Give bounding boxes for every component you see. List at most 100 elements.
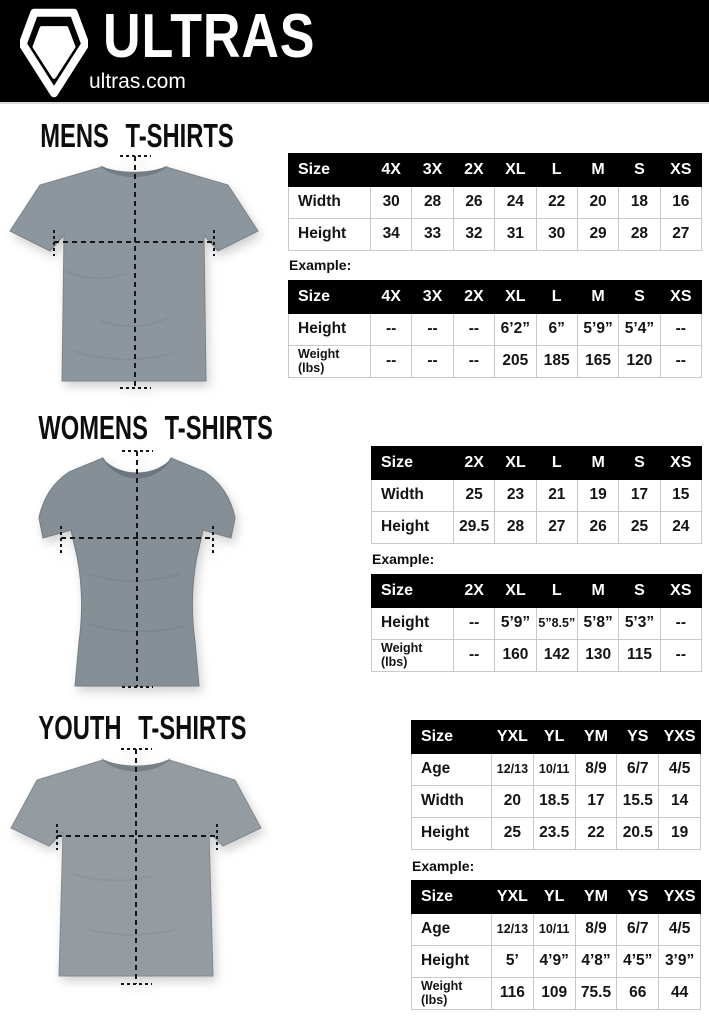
section-title-mens: MENS T-SHIRTS — [40, 117, 234, 154]
table-row: Age 12/13 10/11 8/9 6/7 4/5 — [411, 753, 701, 786]
table-row: Height -- -- -- 6’2” 6” 5’9” 5’4” -- — [288, 313, 703, 346]
cell-value: 5”8.5” — [535, 607, 578, 640]
cell-value: -- — [659, 345, 703, 378]
size-col-header: 2X — [452, 153, 496, 187]
cell-value: -- — [452, 345, 496, 378]
cell-value: 5’8” — [576, 607, 620, 640]
row-label: Weight (lbs) — [371, 639, 454, 672]
size-col-header: XL — [494, 153, 537, 187]
label-col-header: Size — [371, 446, 454, 480]
size-col-header: 3X — [411, 280, 454, 314]
cell-value: 75.5 — [574, 977, 618, 1010]
cell-value: 4/5 — [658, 913, 701, 946]
mens-example-table: Size 4X 3X 2X XL L M S XS Height -- -- -- 6’2” 6” 5’9” 5… — [288, 280, 703, 378]
cell-value: 165 — [576, 345, 620, 378]
table-header-row: Size YXL YL YM YS YXS — [411, 880, 701, 914]
cell-value: 20 — [491, 785, 534, 818]
cell-value: -- — [411, 345, 454, 378]
size-col-header: 2X — [452, 574, 496, 608]
cell-value: 6’2” — [494, 313, 537, 346]
youth-example-table: Size YXL YL YM YS YXS Age 12/13 10/11 8/9 6/7 4/5 He… — [411, 880, 701, 1010]
cell-value: 14 — [658, 785, 701, 818]
table-row: Height 25 23.5 22 20.5 19 — [411, 817, 701, 850]
size-col-header: XS — [659, 574, 703, 608]
womens-example-label: Example: — [372, 551, 435, 567]
row-label: Age — [411, 753, 492, 786]
cell-value: 27 — [659, 218, 703, 251]
cell-value: 8/9 — [574, 753, 618, 786]
size-col-header: 4X — [369, 280, 413, 314]
cell-value: 26 — [576, 511, 620, 544]
cell-value: 31 — [494, 218, 537, 251]
size-col-header: 3X — [411, 153, 454, 187]
cell-value: 16 — [659, 186, 703, 219]
cell-value: 6/7 — [616, 753, 660, 786]
size-col-header: YS — [616, 720, 660, 754]
header-bar: ULTRAS ultras.com — [0, 0, 709, 104]
cell-value: 18 — [618, 186, 661, 219]
cell-value: 5’9” — [494, 607, 537, 640]
row-label: Width — [371, 479, 454, 512]
cell-value: 8/9 — [574, 913, 618, 946]
brand-wordmark: ULTRAS — [103, 2, 316, 71]
cell-value: 15 — [659, 479, 703, 512]
cell-value: 24 — [494, 186, 537, 219]
mens-example-label: Example: — [289, 257, 352, 273]
size-col-header: YM — [574, 720, 618, 754]
cell-value: 6” — [535, 313, 578, 346]
size-col-header: XL — [494, 280, 537, 314]
row-label: Weight (lbs) — [288, 345, 371, 378]
cell-value: 205 — [494, 345, 537, 378]
row-label: Height — [411, 945, 492, 978]
cell-value: -- — [411, 313, 454, 346]
row-label: Height — [371, 607, 454, 640]
size-col-header: XS — [659, 153, 703, 187]
cell-value: 25 — [452, 479, 496, 512]
cell-value: 12/13 — [491, 753, 534, 786]
cell-value: 10/11 — [532, 913, 576, 946]
cell-value: 5’3” — [618, 607, 661, 640]
size-col-header: YM — [574, 880, 618, 914]
row-label: Width — [288, 186, 371, 219]
cell-value: 5’9” — [576, 313, 620, 346]
cell-value: -- — [659, 639, 703, 672]
cell-value: 160 — [494, 639, 537, 672]
size-col-header: 2X — [452, 280, 496, 314]
row-label: Age — [411, 913, 492, 946]
size-col-header: L — [535, 446, 578, 480]
cell-value: 6/7 — [616, 913, 660, 946]
section-title-womens: WOMENS T-SHIRTS — [38, 409, 273, 446]
cell-value: 4’8” — [574, 945, 618, 978]
label-col-header: Size — [411, 720, 492, 754]
site-url: ultras.com — [89, 70, 186, 93]
size-col-header: YS — [616, 880, 660, 914]
womens-shirt-image — [38, 450, 236, 688]
cell-value: 185 — [535, 345, 578, 378]
row-label: Height — [371, 511, 454, 544]
table-row: Age 12/13 10/11 8/9 6/7 4/5 — [411, 913, 701, 946]
size-col-header: S — [618, 446, 661, 480]
cell-value: -- — [452, 313, 496, 346]
size-col-header: S — [618, 574, 661, 608]
cell-value: -- — [659, 313, 703, 346]
cell-value: 26 — [452, 186, 496, 219]
size-col-header: XS — [659, 280, 703, 314]
size-col-header: S — [618, 280, 661, 314]
cell-value: -- — [452, 607, 496, 640]
cell-value: -- — [369, 345, 413, 378]
size-col-header: XS — [659, 446, 703, 480]
cell-value: 30 — [369, 186, 413, 219]
size-col-header: XL — [494, 446, 537, 480]
cell-value: -- — [452, 639, 496, 672]
size-col-header: YL — [532, 880, 576, 914]
cell-value: 15.5 — [616, 785, 660, 818]
table-header-row: Size 4X 3X 2X XL L M S XS — [288, 153, 703, 187]
cell-value: 5’ — [491, 945, 534, 978]
section-title-youth: YOUTH T-SHIRTS — [38, 709, 247, 746]
table-row: Height 34 33 32 31 30 29 28 27 — [288, 218, 703, 251]
cell-value: 115 — [618, 639, 661, 672]
table-header-row: Size 4X 3X 2X XL L M S XS — [288, 280, 703, 314]
cell-value: 109 — [532, 977, 576, 1010]
size-col-header: M — [576, 153, 620, 187]
